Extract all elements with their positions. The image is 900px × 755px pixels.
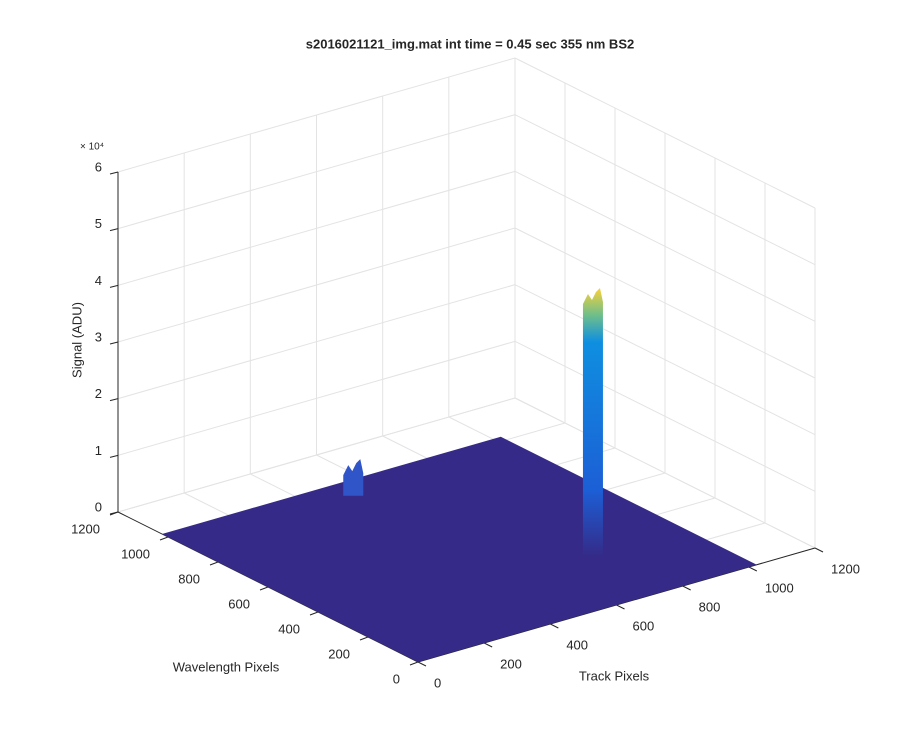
z-exponent: × 10⁴ xyxy=(80,142,104,153)
grid-line xyxy=(117,170,516,286)
y-tick-label: 800 xyxy=(178,571,200,586)
x-tick-label: 200 xyxy=(500,656,522,671)
z-tick-label: 4 xyxy=(95,273,102,288)
z-tick xyxy=(109,228,119,232)
x-tick xyxy=(417,661,427,667)
surface-peak xyxy=(582,288,603,558)
x-tick xyxy=(483,642,493,648)
x-tick-label: 600 xyxy=(633,618,655,633)
x-tick xyxy=(748,566,758,572)
x-tick-label: 0 xyxy=(434,675,441,690)
y-tick-label: 400 xyxy=(278,621,300,636)
z-tick-label: 2 xyxy=(95,386,102,401)
y-tick xyxy=(159,536,169,541)
z-tick-label: 3 xyxy=(95,329,102,344)
grid-line xyxy=(514,284,816,436)
x-tick-label: 1000 xyxy=(765,580,794,595)
grid-line xyxy=(117,227,516,343)
y-tick-label: 600 xyxy=(228,596,250,611)
z-tick xyxy=(109,171,119,175)
grid-line xyxy=(117,397,516,513)
grid-line xyxy=(514,114,816,266)
y-tick xyxy=(259,586,269,591)
surface-peak xyxy=(343,459,364,496)
y-tick-label: 1200 xyxy=(71,521,100,536)
grid-line xyxy=(117,114,516,230)
y-tick-label: 200 xyxy=(328,646,350,661)
grid-line xyxy=(514,340,816,492)
surface-plane xyxy=(162,436,757,662)
z-tick-label: 0 xyxy=(95,499,102,514)
x-tick-label: 400 xyxy=(566,637,588,652)
z-tick xyxy=(109,398,119,402)
z-tick xyxy=(109,284,119,288)
z-tick xyxy=(109,454,119,458)
y-tick xyxy=(209,561,219,566)
grid-line xyxy=(117,57,516,173)
z-tick xyxy=(109,511,119,515)
z-axis-label: Signal (ADU) xyxy=(69,302,84,378)
z-tick-label: 1 xyxy=(95,443,102,458)
y-axis-label: Wavelength Pixels xyxy=(173,659,280,674)
x-axis-label: Track Pixels xyxy=(579,668,650,683)
x-tick xyxy=(616,604,625,610)
z-tick-label: 5 xyxy=(95,216,102,231)
x-tick-label: 1200 xyxy=(831,561,860,576)
y-tick xyxy=(409,661,419,666)
grid-line xyxy=(514,170,816,322)
y-tick xyxy=(309,611,319,616)
grid-line xyxy=(514,57,816,209)
y-tick-label: 1000 xyxy=(121,546,150,561)
y-tick-label: 0 xyxy=(393,671,400,686)
grid-line xyxy=(117,284,516,400)
x-tick xyxy=(550,623,559,629)
y-tick xyxy=(359,636,369,641)
grid-line xyxy=(117,340,516,456)
chart-title: s2016021121_img.mat int time = 0.45 sec … xyxy=(306,36,634,51)
grid-line xyxy=(514,227,816,379)
x-tick-label: 800 xyxy=(699,599,721,614)
z-tick xyxy=(109,341,119,345)
x-tick xyxy=(682,585,691,591)
grid-line xyxy=(514,397,816,549)
z-tick-label: 6 xyxy=(95,159,102,174)
x-tick xyxy=(814,547,824,553)
